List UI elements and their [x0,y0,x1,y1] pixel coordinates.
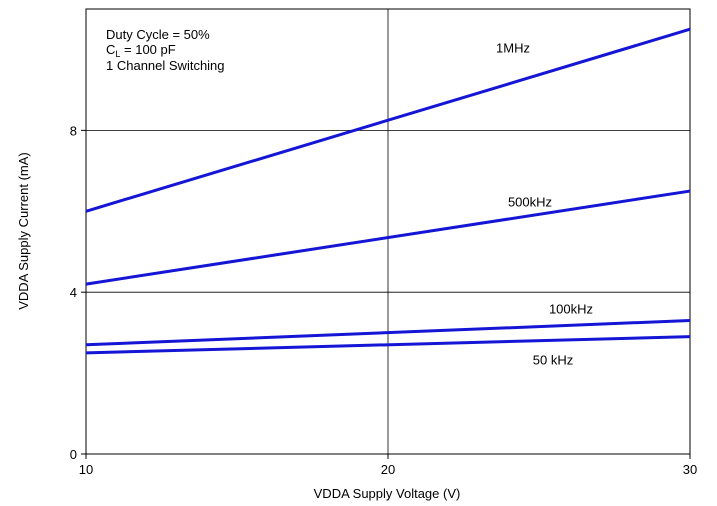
y-tick-label: 0 [70,447,77,462]
annotation-box: Duty Cycle = 50% CL = 100 pF 1 Channel S… [106,27,225,73]
series-label: 500kHz [508,195,552,210]
y-tick-label: 4 [70,285,77,300]
y-tick-label: 8 [70,123,77,138]
x-tick-label: 30 [683,462,697,477]
series-line-1mhz [85,27,691,213]
x-tick-label: 10 [79,462,93,477]
annotation-channel-switching: 1 Channel Switching [106,58,225,73]
grid-lines [86,9,690,454]
series-line-50khz [85,335,691,355]
x-tick-label: 20 [381,462,395,477]
series-line-100khz [85,319,691,347]
series-label: 50 kHz [533,352,573,367]
series-layer: 1MHz 500kHz 100kHz 50 kHz [85,27,691,367]
series-line-500khz [85,189,691,286]
x-axis-label: VDDA Supply Voltage (V) [314,486,461,501]
annotation-duty-cycle: Duty Cycle = 50% [106,27,210,42]
tick-labels: 0 4 8 10 20 30 [70,123,697,477]
annotation-load-capacitance: CL = 100 pF [106,42,176,59]
series-label: 1MHz [496,41,530,56]
series-label: 100kHz [549,301,593,316]
y-axis-label: VDDA Supply Current (mA) [16,152,31,310]
